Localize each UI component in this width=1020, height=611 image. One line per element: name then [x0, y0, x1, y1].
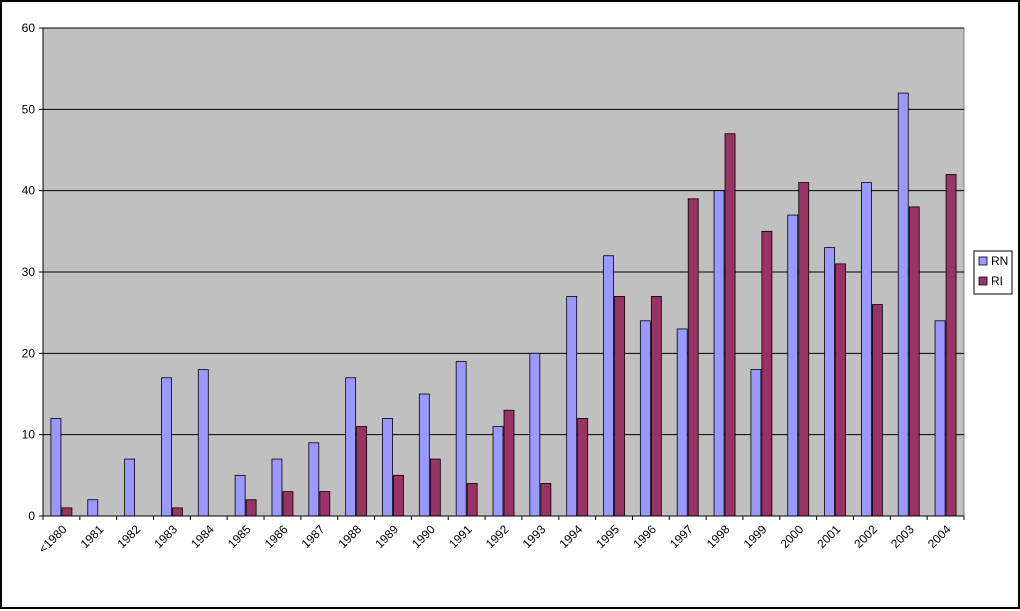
- bar-rn-1988: [345, 377, 357, 517]
- axes: [39, 27, 965, 520]
- bar-ri-1988: [356, 426, 368, 517]
- x-tick-label: <1980: [36, 522, 70, 556]
- bar-rn-1984: [197, 369, 209, 517]
- x-tick-label: 2004: [925, 522, 954, 551]
- bar-ri-1990: [429, 458, 441, 517]
- bar-ri-1991: [466, 483, 478, 517]
- bars: [50, 92, 957, 517]
- bar-rn-2004: [934, 320, 946, 517]
- x-tick-label: 2002: [851, 522, 880, 551]
- x-tick-label: 1991: [446, 522, 475, 551]
- x-tick-label: 1984: [188, 522, 217, 551]
- bar-ri-1983: [172, 507, 183, 517]
- y-tick-label: 50: [22, 102, 36, 116]
- x-tick-label: 1989: [372, 522, 401, 551]
- bar-rn-2001: [824, 247, 835, 517]
- x-tick-label: 1987: [299, 522, 328, 551]
- gridlines: [43, 27, 964, 436]
- x-tick-label: 1988: [335, 522, 364, 551]
- bar-ri-2000: [798, 182, 810, 517]
- bar-ri-1986: [282, 491, 294, 517]
- bar-ri-lt1980: [61, 507, 73, 517]
- bar-ri-1998: [724, 133, 736, 517]
- x-tick-label: 1996: [630, 522, 659, 551]
- x-tick-label: 1990: [409, 522, 438, 551]
- bar-rn-1982: [124, 458, 135, 517]
- bar-ri-1992: [503, 409, 515, 517]
- bar-rn-2002: [861, 182, 872, 517]
- bar-rn-1997: [676, 328, 688, 517]
- bar-ri-1996: [650, 295, 662, 517]
- bar-rn-1983: [161, 377, 172, 517]
- y-tick-label: 0: [28, 509, 35, 523]
- bar-rn-1989: [382, 417, 393, 517]
- bar-ri-1995: [614, 295, 625, 517]
- legend-label-ri: RI: [991, 274, 1003, 288]
- bar-ri-1997: [687, 198, 699, 517]
- bar-rn-1981: [87, 499, 99, 517]
- y-tick-label: 20: [22, 346, 36, 360]
- x-tick-label: 1985: [225, 522, 254, 551]
- x-tick-label: 1981: [78, 522, 107, 551]
- x-tick-label: 1992: [483, 522, 512, 551]
- x-tick-label: 2001: [814, 522, 843, 551]
- x-axis-tick-labels: <1980 1981 1982 1983 1984 1985 1986 1987 1988 198…: [36, 522, 954, 556]
- bar-ri-2002: [872, 304, 883, 517]
- x-tick-label: 1982: [114, 522, 143, 551]
- x-tick-label: 1993: [520, 522, 549, 551]
- bar-rn-lt1980: [50, 417, 62, 517]
- y-tick-label: 40: [22, 184, 36, 198]
- y-axis-tick-labels: 0 10 20 30 40 50 60: [22, 21, 36, 523]
- x-tick-label: 1999: [741, 522, 770, 551]
- bar-rn-1994: [566, 295, 578, 517]
- bar-ri-2004: [945, 173, 957, 517]
- legend-swatch-ri: [978, 276, 988, 286]
- bar-ri-1994: [577, 417, 589, 517]
- x-tick-label: 2000: [778, 522, 807, 551]
- bar-rn-1995: [603, 255, 614, 517]
- bar-ri-1987: [319, 491, 331, 517]
- x-tick-label: 1995: [593, 522, 622, 551]
- bar-ri-1985: [245, 499, 257, 517]
- y-tick-label: 30: [22, 265, 36, 279]
- bar-rn-1987: [308, 442, 320, 517]
- x-tick-label: 2003: [888, 522, 917, 551]
- bar-ri-1989: [393, 474, 404, 517]
- legend: RN RI: [973, 250, 1013, 295]
- x-tick-label: 1997: [667, 522, 696, 551]
- legend-label-rn: RN: [991, 254, 1008, 268]
- bar-ri-1999: [761, 230, 773, 517]
- bar-rn-1986: [271, 458, 283, 517]
- bar-rn-1998: [713, 190, 725, 517]
- bar-rn-2003: [897, 92, 909, 517]
- bar-rn-1999: [750, 369, 762, 517]
- bar-ri-1993: [540, 483, 552, 517]
- bar-rn-1991: [455, 361, 467, 517]
- x-tick-label: 1994: [557, 522, 586, 551]
- y-tick-label: 10: [22, 428, 36, 442]
- bar-rn-1990: [418, 393, 430, 517]
- x-tick-label: 1983: [151, 522, 180, 551]
- bar-rn-1996: [639, 320, 651, 517]
- bar-rn-1993: [529, 352, 541, 517]
- bar-rn-2000: [787, 214, 799, 517]
- bar-ri-2003: [908, 206, 920, 517]
- x-tick-label: 1986: [262, 522, 291, 551]
- x-tick-label: 1998: [704, 522, 733, 551]
- y-tick-label: 60: [22, 21, 36, 35]
- bar-rn-1985: [234, 474, 246, 517]
- bar-rn-1992: [492, 426, 504, 517]
- bar-ri-2001: [835, 263, 846, 517]
- legend-swatch-rn: [978, 256, 988, 266]
